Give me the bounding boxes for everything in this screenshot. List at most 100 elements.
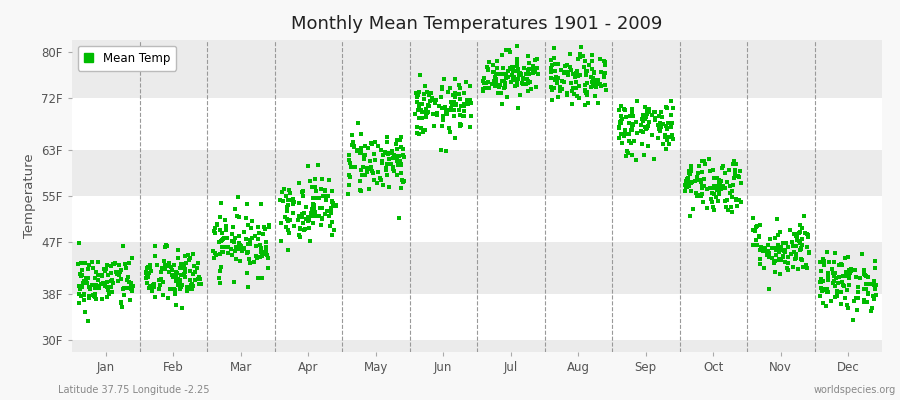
Point bbox=[194, 281, 208, 287]
Point bbox=[678, 182, 692, 188]
Point bbox=[324, 207, 338, 213]
Point bbox=[72, 300, 86, 306]
Point bbox=[616, 133, 631, 140]
Point bbox=[784, 251, 798, 258]
Point bbox=[383, 161, 398, 168]
Point bbox=[585, 58, 599, 64]
Point bbox=[287, 199, 302, 206]
Point bbox=[614, 103, 628, 109]
Point bbox=[707, 190, 722, 197]
Point bbox=[845, 317, 859, 324]
Point bbox=[434, 147, 448, 154]
Point bbox=[421, 92, 436, 98]
Point bbox=[554, 67, 568, 73]
Point bbox=[834, 262, 849, 268]
Point bbox=[436, 112, 450, 119]
Point bbox=[629, 156, 643, 163]
Point bbox=[124, 286, 139, 292]
Point bbox=[341, 191, 356, 198]
Point bbox=[694, 179, 708, 186]
Point bbox=[320, 196, 334, 203]
Point bbox=[588, 77, 602, 83]
Point bbox=[475, 78, 490, 84]
Point bbox=[828, 294, 842, 300]
Point bbox=[185, 280, 200, 287]
Point bbox=[689, 193, 704, 199]
Point bbox=[233, 242, 248, 248]
Point bbox=[173, 285, 187, 291]
Point bbox=[622, 120, 636, 126]
Point bbox=[762, 236, 777, 242]
Point bbox=[292, 232, 306, 238]
Point bbox=[481, 67, 495, 73]
Point bbox=[244, 225, 258, 232]
Point bbox=[74, 260, 88, 266]
Point bbox=[841, 254, 855, 260]
Point bbox=[587, 70, 601, 76]
Point bbox=[160, 242, 175, 249]
Point bbox=[510, 105, 525, 111]
Point bbox=[122, 260, 136, 266]
Point bbox=[344, 164, 358, 170]
Point bbox=[753, 244, 768, 250]
Point bbox=[312, 213, 327, 220]
Point bbox=[341, 157, 356, 163]
Point bbox=[480, 63, 494, 70]
Point bbox=[757, 265, 771, 272]
Point bbox=[367, 138, 382, 145]
Point bbox=[254, 249, 268, 256]
Point bbox=[316, 193, 330, 199]
Point bbox=[295, 187, 310, 194]
Point bbox=[460, 97, 474, 103]
Point bbox=[711, 181, 725, 187]
Point bbox=[851, 284, 866, 290]
Point bbox=[653, 120, 668, 126]
Point bbox=[252, 230, 266, 236]
Point bbox=[396, 178, 410, 185]
Point bbox=[769, 258, 783, 264]
Point bbox=[410, 91, 424, 98]
Point bbox=[790, 237, 805, 243]
Point bbox=[380, 139, 394, 145]
Point bbox=[866, 292, 880, 299]
Point bbox=[529, 84, 544, 90]
Point bbox=[516, 75, 530, 82]
Point bbox=[793, 229, 807, 236]
Point bbox=[81, 293, 95, 299]
Point bbox=[827, 278, 842, 284]
Point bbox=[318, 193, 332, 199]
Point bbox=[691, 177, 706, 184]
Point bbox=[412, 72, 427, 78]
Point bbox=[583, 84, 598, 91]
Point bbox=[366, 177, 381, 183]
Point bbox=[512, 71, 526, 77]
Point bbox=[644, 132, 659, 138]
Point bbox=[857, 271, 871, 277]
Point bbox=[840, 271, 854, 278]
Point bbox=[75, 267, 89, 274]
Point bbox=[752, 233, 767, 239]
Point bbox=[143, 262, 157, 268]
Point bbox=[241, 249, 256, 255]
Point bbox=[382, 156, 396, 162]
Point bbox=[580, 90, 594, 97]
Point bbox=[424, 89, 438, 96]
Point bbox=[824, 265, 839, 272]
Point bbox=[208, 230, 222, 236]
Point bbox=[703, 185, 717, 191]
Point bbox=[681, 183, 696, 190]
Point bbox=[225, 238, 239, 244]
Point bbox=[772, 271, 787, 278]
Point bbox=[348, 164, 363, 171]
Point bbox=[547, 76, 562, 82]
Point bbox=[80, 280, 94, 286]
Point bbox=[418, 96, 432, 102]
Point bbox=[657, 134, 671, 140]
Point bbox=[375, 158, 390, 164]
Point bbox=[851, 289, 866, 296]
Point bbox=[598, 58, 612, 65]
Point bbox=[426, 95, 440, 101]
Point bbox=[140, 271, 155, 278]
Point bbox=[788, 256, 802, 262]
Point bbox=[314, 214, 328, 221]
